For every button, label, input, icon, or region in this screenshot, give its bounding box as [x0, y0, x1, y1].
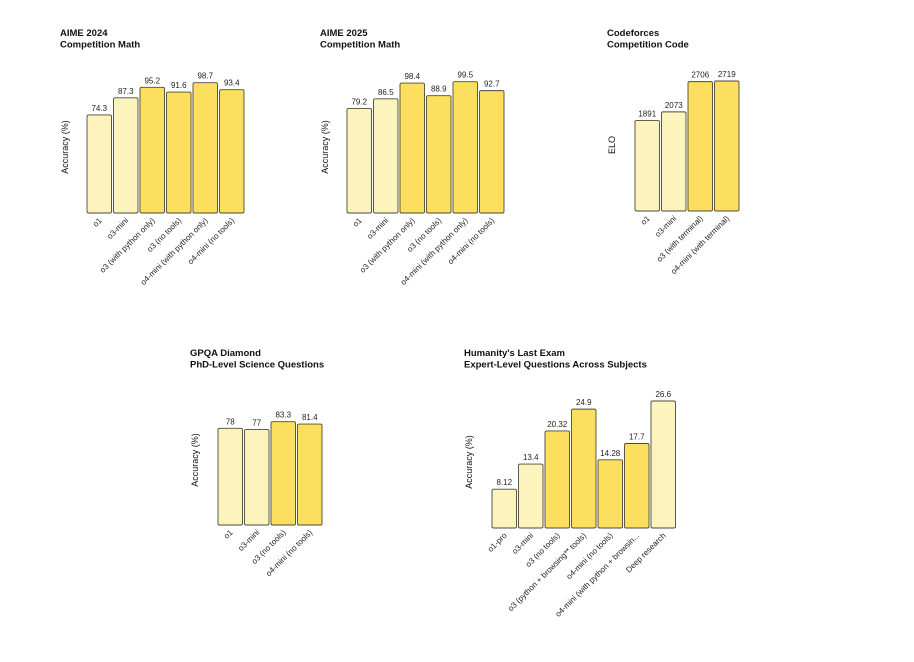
- data-label: 2073: [665, 101, 683, 110]
- data-label: 91.6: [171, 81, 187, 90]
- bar: [597, 459, 623, 529]
- bar: [399, 82, 425, 214]
- chart-subtitle: PhD-Level Science Questions: [190, 360, 324, 371]
- x-tick-label: o4-mini (no tools): [186, 216, 236, 266]
- bar: [346, 108, 372, 214]
- bar: [297, 423, 323, 526]
- data-label: 98.7: [197, 72, 213, 81]
- bar: [217, 427, 243, 526]
- y-axis-label: Accuracy (%): [190, 433, 200, 487]
- x-tick-label: o4-mini (no tools): [264, 528, 314, 578]
- bar: [661, 111, 687, 212]
- y-axis-label: Accuracy (%): [464, 435, 474, 489]
- data-label: 17.7: [629, 432, 645, 441]
- data-label: 24.9: [576, 398, 592, 407]
- data-label: 83.3: [275, 411, 291, 420]
- bar: [714, 80, 740, 212]
- data-label: 99.5: [457, 71, 473, 80]
- data-label: 8.12: [496, 478, 512, 487]
- bar: [426, 95, 452, 214]
- x-tick-label: o1-pro: [486, 531, 509, 554]
- bar: [166, 91, 192, 214]
- chart-title: AIME 2024: [60, 28, 108, 39]
- data-label: 98.4: [404, 72, 420, 81]
- bar: [687, 81, 713, 212]
- bar: [634, 120, 660, 212]
- chart-subtitle: Competition Math: [320, 40, 400, 51]
- y-axis-label: Accuracy (%): [320, 120, 330, 174]
- chart-title: Codeforces: [607, 28, 659, 39]
- x-tick-label: o1: [222, 528, 235, 541]
- data-label: 81.4: [302, 413, 318, 422]
- bar: [491, 488, 517, 529]
- bar: [650, 400, 676, 529]
- chart-subtitle: Expert-Level Questions Across Subjects: [464, 360, 647, 371]
- x-tick-label: o4-mini (no tools): [446, 216, 496, 266]
- bar: [244, 429, 270, 526]
- chart-subtitle: Competition Code: [607, 40, 689, 51]
- bar: [373, 98, 399, 214]
- x-tick-label: o3-mini: [236, 528, 261, 553]
- data-label: 79.2: [351, 97, 367, 106]
- data-label: 78: [226, 417, 235, 426]
- bar: [571, 408, 597, 529]
- bar: [518, 463, 544, 529]
- x-tick-label: o3 (with terminal): [655, 214, 705, 264]
- data-label: 93.4: [224, 79, 240, 88]
- x-tick-label: o1: [639, 214, 652, 227]
- bar: [219, 89, 245, 214]
- data-label: 77: [252, 419, 261, 428]
- x-tick-label: o3-mini: [510, 531, 535, 556]
- data-label: 14.28: [600, 449, 621, 458]
- data-label: 74.3: [91, 104, 107, 113]
- bar: [86, 114, 112, 214]
- x-tick-label: o3-mini: [105, 216, 130, 241]
- bar: [139, 86, 165, 214]
- data-label: 88.9: [431, 85, 447, 94]
- x-tick-label: o4-mini (no tools): [565, 531, 615, 581]
- data-label: 87.3: [118, 87, 134, 96]
- chart-title: Humanity's Last Exam: [464, 348, 565, 359]
- chart-title: GPQA Diamond: [190, 348, 261, 359]
- x-tick-label: o3-mini: [365, 216, 390, 241]
- data-label: 26.6: [655, 390, 671, 399]
- bar: [452, 81, 478, 214]
- x-tick-label: o1: [91, 216, 104, 229]
- data-label: 13.4: [523, 453, 539, 462]
- x-tick-label: o1: [351, 216, 364, 229]
- data-label: 1891: [638, 110, 656, 119]
- bar: [544, 430, 570, 529]
- data-label: 2706: [691, 71, 709, 80]
- x-tick-label: o3-mini: [653, 214, 678, 239]
- chart-title: AIME 2025: [320, 28, 368, 39]
- chart-subtitle: Competition Math: [60, 40, 140, 51]
- y-axis-label: ELO: [607, 136, 617, 154]
- bar: [270, 421, 296, 526]
- y-axis-label: Accuracy (%): [60, 120, 70, 174]
- data-label: 86.5: [378, 88, 394, 97]
- bar: [479, 90, 505, 214]
- bar: [192, 82, 218, 214]
- data-label: 2719: [718, 70, 736, 79]
- data-label: 92.7: [484, 80, 500, 89]
- data-label: 20.32: [547, 420, 568, 429]
- bar: [113, 97, 139, 214]
- bar: [624, 443, 650, 529]
- data-label: 95.2: [144, 76, 160, 85]
